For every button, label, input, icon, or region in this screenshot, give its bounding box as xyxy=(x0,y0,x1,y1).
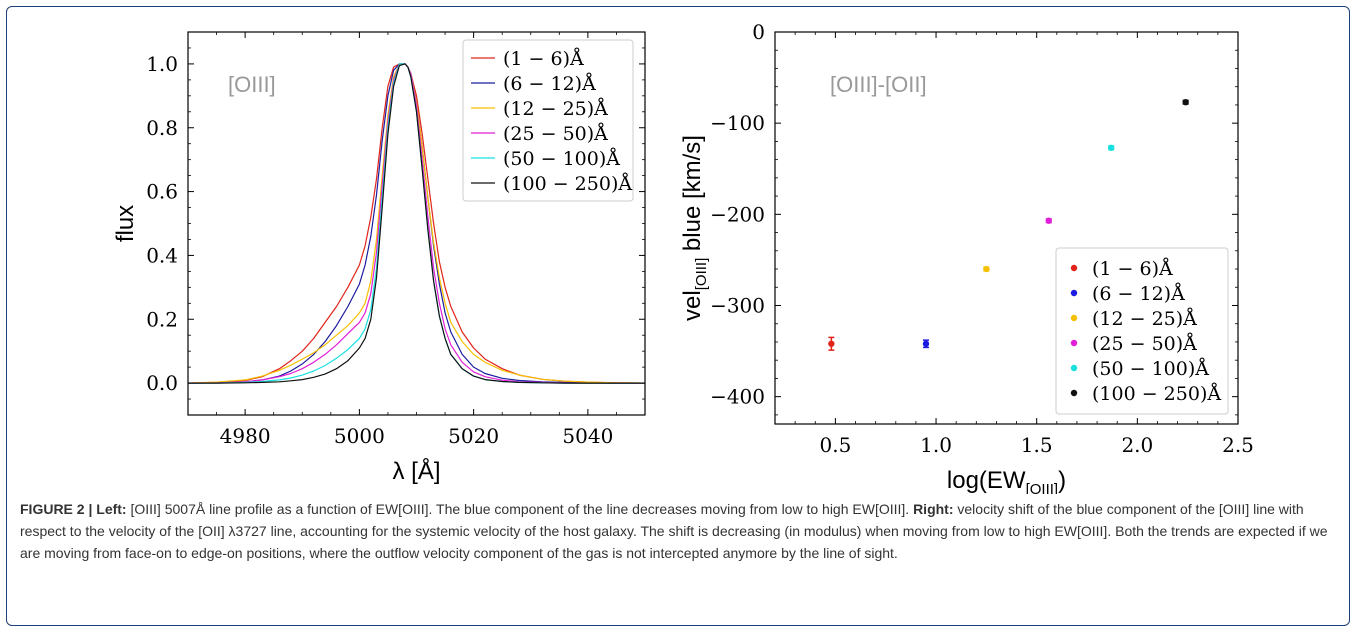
right-ytick-label: −300 xyxy=(710,293,765,317)
right-legend-label-5: (100 − 250)Å xyxy=(1092,383,1221,405)
right-legend-label-2: (12 − 25)Å xyxy=(1092,308,1197,330)
left-ytick-label: 0.8 xyxy=(146,116,178,140)
right-xlabel-end: ) xyxy=(1058,467,1066,494)
left-plot-frame xyxy=(187,31,646,416)
left-legend-label-5: (100 − 250)Å xyxy=(503,173,632,195)
left-ytick-label: 0.2 xyxy=(146,307,178,331)
right-legend-label-1: (6 − 12)Å xyxy=(1092,283,1185,305)
right-legend-box xyxy=(1055,247,1229,415)
right-xtick-label: 2.5 xyxy=(1222,433,1254,457)
right-xtick-label: 1.5 xyxy=(1021,433,1053,457)
caption-right-label: Right: xyxy=(913,501,954,517)
right-legend-marker-1 xyxy=(1070,289,1078,297)
right-annotation: [OIII]-[OII] xyxy=(830,72,927,97)
right-xtick-label: 1.0 xyxy=(920,433,952,457)
right-legend-label-0: (1 − 6)Å xyxy=(1092,258,1173,280)
right-ylabel-main: vel xyxy=(679,290,706,321)
left-legend-label-4: (50 − 100)Å xyxy=(503,148,620,170)
right-data-point-2 xyxy=(983,265,990,273)
right-ytick-label: −200 xyxy=(710,202,765,226)
left-legend-label-0: (1 − 6)Å xyxy=(503,48,584,70)
right-legend-marker-5 xyxy=(1070,389,1078,397)
left-ytick-label: 0.0 xyxy=(146,371,178,395)
left-ylabel: flux xyxy=(112,205,139,242)
right-data-point-4 xyxy=(1107,144,1115,151)
right-legend-marker-4 xyxy=(1070,364,1078,372)
caption-left-text: [OIII] 5007Å line profile as a function … xyxy=(126,501,914,517)
right-data-point-1 xyxy=(922,340,930,347)
left-xtick-label: 4980 xyxy=(220,424,271,448)
right-ylabel: vel[OIII] blue [km/s] xyxy=(679,135,710,321)
left-annotation: [OIII] xyxy=(228,72,276,97)
left-legend-label-3: (25 − 50)Å xyxy=(503,123,608,145)
right-xlabel: log(EW[OIII]) xyxy=(947,467,1066,494)
caption-right-text: velocity shift of the blue component of … xyxy=(20,501,1328,561)
right-xtick-label: 2.0 xyxy=(1121,433,1153,457)
figure-caption: FIGURE 2 | Left: [OIII] 5007Å line profi… xyxy=(20,498,1340,564)
right-ytick-label: −100 xyxy=(710,111,765,135)
right-ytick-label: 0 xyxy=(752,20,765,44)
right-legend-label-3: (25 − 50)Å xyxy=(1092,333,1197,355)
right-ylabel-end: blue [km/s] xyxy=(679,135,706,258)
left-xtick-label: 5020 xyxy=(448,424,499,448)
left-legend-label-2: (12 − 25)Å xyxy=(503,98,608,120)
right-data-point-3 xyxy=(1045,217,1052,224)
left-xlabel: λ [Å] xyxy=(392,457,440,485)
right-legend-marker-3 xyxy=(1070,339,1078,347)
right-legend-marker-2 xyxy=(1070,314,1078,322)
right-plot-frame xyxy=(774,31,1239,425)
left-ytick-label: 0.6 xyxy=(146,180,178,204)
left-xtick-label: 5000 xyxy=(334,424,385,448)
left-legend-box xyxy=(462,39,634,202)
right-xlabel-sub: [OIII] xyxy=(1026,481,1059,494)
left-xtick-label: 5040 xyxy=(562,424,613,448)
right-ylabel-sub: [OIII] xyxy=(693,258,710,291)
figure-frame xyxy=(6,6,1350,626)
right-data-point-0 xyxy=(828,340,835,347)
right-legend-label-4: (50 − 100)Å xyxy=(1092,358,1209,380)
caption-left-label: Left: xyxy=(96,501,127,517)
right-ytick-label: −400 xyxy=(710,385,765,409)
right-xtick-label: 0.5 xyxy=(819,433,851,457)
left-series-line-5 xyxy=(188,63,645,384)
right-xlabel-main: log(EW xyxy=(947,467,1026,494)
left-ytick-label: 0.4 xyxy=(146,243,178,267)
left-legend-label-1: (6 − 12)Å xyxy=(503,73,596,95)
right-legend-marker-0 xyxy=(1070,264,1078,272)
left-chart: 0.0 0.2 0.4 0.6 0.8 1.0 4980 5000 5020 5040 [OIII]… xyxy=(112,31,646,485)
caption-figure-label: FIGURE 2 | xyxy=(20,501,97,517)
right-chart: 0 −100 −200 −300 −400 0.5 1.0 1.5 2.0 2.5 [OIII]-[… xyxy=(679,20,1254,494)
right-data-point-5 xyxy=(1182,98,1189,106)
left-ytick-label: 1.0 xyxy=(146,52,178,76)
